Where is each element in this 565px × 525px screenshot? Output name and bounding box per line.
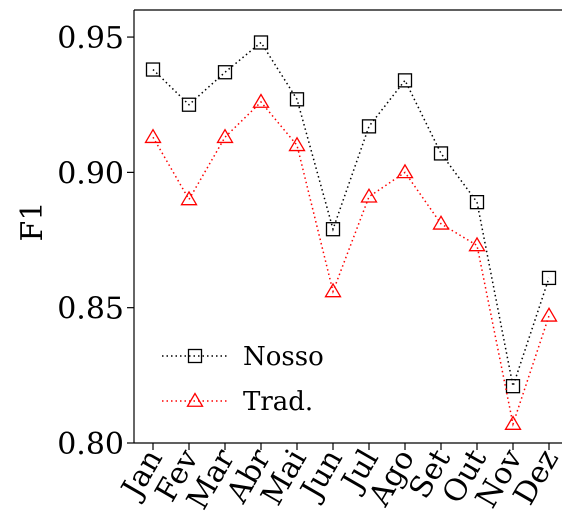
- data-point-triangle: [252, 93, 270, 108]
- data-point-triangle: [504, 415, 522, 430]
- data-point-square: [433, 146, 449, 161]
- data-point-square: [253, 35, 269, 50]
- data-point-square: [217, 65, 233, 80]
- series-layer: [144, 35, 558, 430]
- data-point-square: [145, 62, 161, 77]
- y-axis-label: F1: [15, 202, 50, 242]
- data-point-square: [289, 92, 305, 107]
- data-point-triangle: [288, 136, 306, 152]
- y-tick-label: 0.95: [57, 21, 124, 56]
- data-point-triangle: [216, 128, 234, 144]
- y-axis: 0.80 0.85 0.90 0.95: [57, 21, 134, 462]
- series-nosso: [145, 35, 557, 394]
- data-point-triangle: [144, 128, 162, 144]
- data-point-square: [397, 73, 413, 88]
- y-tick-label: 0.80: [57, 427, 124, 462]
- plot-frame: [133, 9, 562, 444]
- y-tick-label: 0.90: [57, 156, 124, 191]
- data-point-triangle: [468, 236, 486, 252]
- data-point-triangle: [180, 190, 198, 206]
- series-line: [152, 41, 550, 390]
- series-line: [152, 100, 550, 427]
- data-point-triangle: [186, 392, 204, 407]
- data-point-square: [187, 348, 203, 364]
- data-point-triangle: [396, 163, 414, 179]
- data-point-square: [541, 270, 557, 286]
- data-point-triangle: [360, 187, 378, 203]
- data-point-square: [325, 222, 341, 237]
- data-point-square: [361, 119, 377, 134]
- data-point-triangle: [324, 282, 342, 298]
- data-point-square: [505, 379, 521, 394]
- legend: Nosso Trad.: [162, 342, 324, 417]
- data-point-triangle: [540, 307, 558, 322]
- legend-label: Nosso: [243, 342, 324, 372]
- data-point-square: [181, 97, 197, 112]
- data-point-square: [469, 194, 485, 210]
- y-tick-label: 0.85: [57, 292, 124, 327]
- data-point-triangle: [432, 215, 450, 230]
- series-trad: [144, 93, 558, 430]
- legend-item: Nosso: [162, 342, 324, 372]
- legend-item: Trad.: [162, 387, 313, 417]
- legend-label: Trad.: [243, 387, 313, 417]
